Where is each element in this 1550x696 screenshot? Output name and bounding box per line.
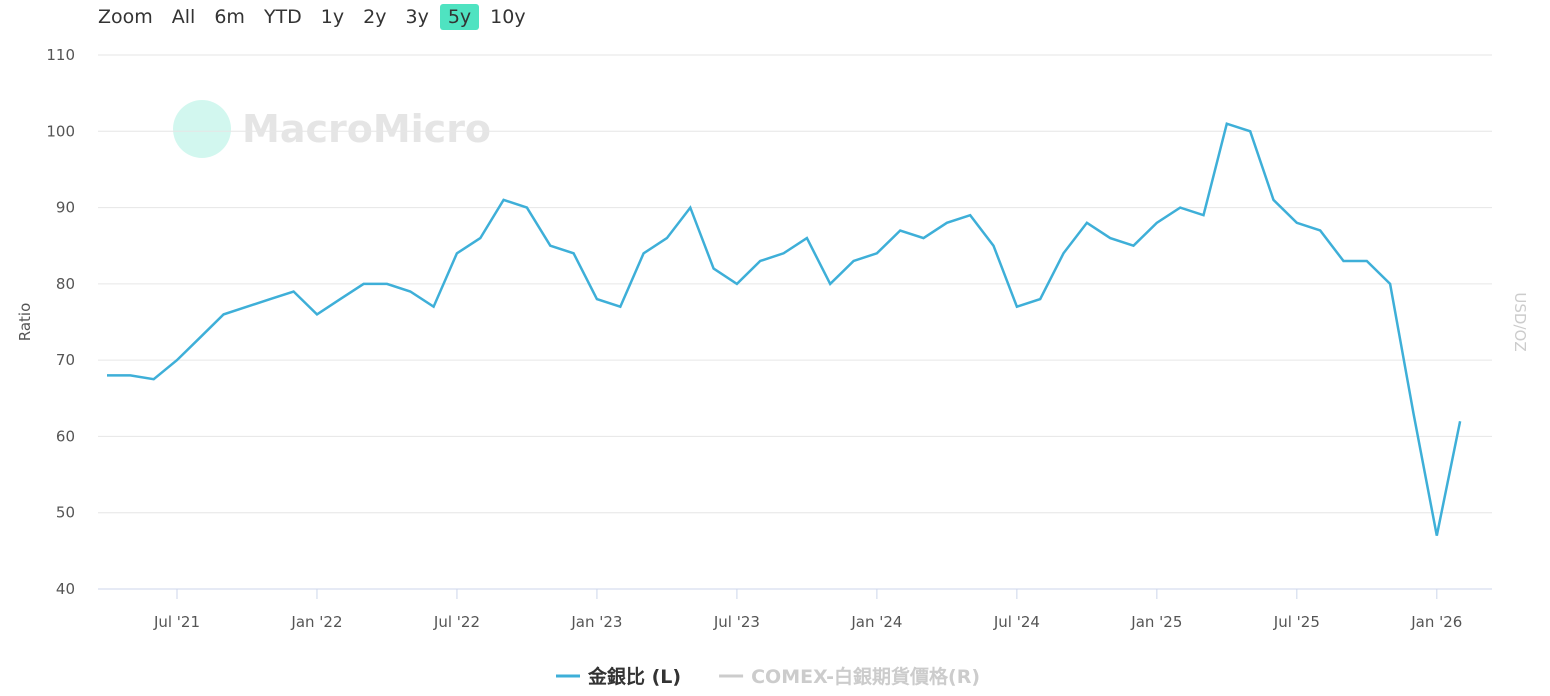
y-tick-label: 70 xyxy=(56,351,75,369)
x-tick-label: Jul '21 xyxy=(153,613,200,631)
zoom-button[interactable]: 3y xyxy=(405,6,429,28)
watermark-logo xyxy=(173,100,231,158)
y-tick-label: 80 xyxy=(56,275,75,293)
zoom-label: Zoom xyxy=(98,6,153,28)
zoom-button[interactable]: 6m xyxy=(214,6,245,28)
x-tick-label: Jan '22 xyxy=(290,613,342,631)
legend-label: COMEX-白銀期貨價格(R) xyxy=(751,665,980,688)
watermark-text: MacroMicro xyxy=(242,107,491,151)
y-axis-title: Ratio xyxy=(16,303,34,342)
y-tick-label: 50 xyxy=(56,504,75,522)
x-tick-label: Jan '26 xyxy=(1410,613,1462,631)
x-tick-label: Jul '24 xyxy=(993,613,1040,631)
x-tick-label: Jan '23 xyxy=(570,613,622,631)
zoom-button[interactable]: 10y xyxy=(490,6,526,28)
y-tick-label: 40 xyxy=(56,580,75,598)
zoom-bar: Zoom All 6m YTD 1y 2y 3y 5y 10y xyxy=(90,4,537,30)
y2-axis-title: USD/OZ xyxy=(1511,292,1529,351)
series-line xyxy=(107,122,1462,536)
zoom-button[interactable]: 5y xyxy=(439,4,480,30)
zoom-button[interactable]: All xyxy=(171,6,196,28)
zoom-button[interactable]: 2y xyxy=(363,6,387,28)
legend-label: 金銀比 (L) xyxy=(587,665,681,688)
x-tick-label: Jul '25 xyxy=(1273,613,1320,631)
y-tick-label: 100 xyxy=(46,122,75,140)
y-tick-label: 60 xyxy=(56,427,75,445)
zoom-button[interactable]: 1y xyxy=(320,6,345,28)
zoom-button[interactable]: YTD xyxy=(263,6,302,28)
watermark: MacroMicro xyxy=(173,100,491,158)
x-tick-label: Jul '23 xyxy=(713,613,760,631)
y-tick-label: 90 xyxy=(56,199,75,217)
x-tick-label: Jan '25 xyxy=(1130,613,1182,631)
x-tick-label: Jul '22 xyxy=(433,613,480,631)
x-tick-label: Jan '24 xyxy=(850,613,902,631)
y-tick-label: 110 xyxy=(46,46,75,64)
